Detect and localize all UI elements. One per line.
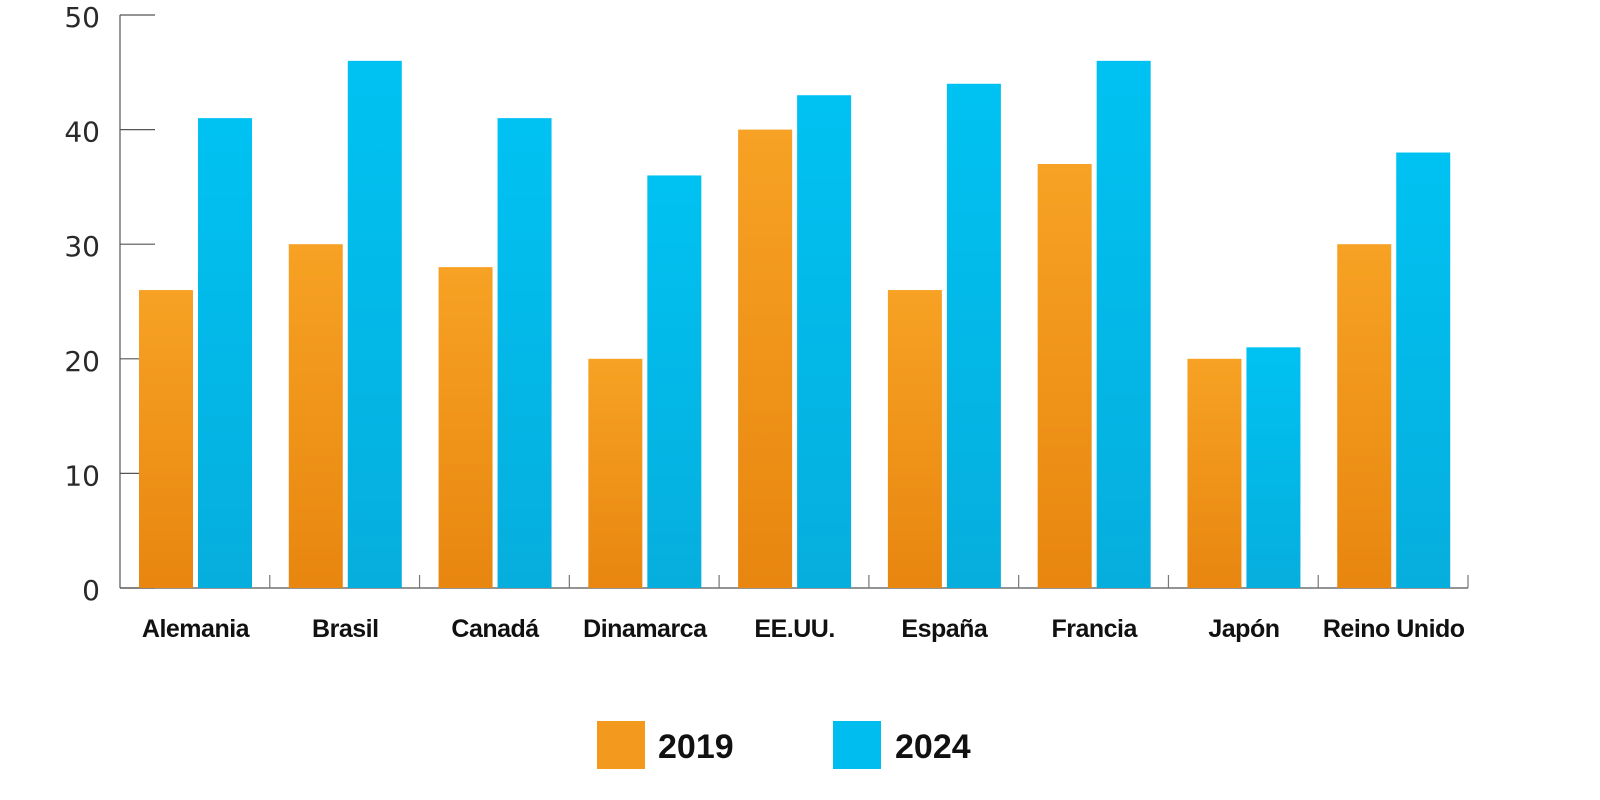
x-tick-label: EE.UU. — [754, 615, 834, 643]
x-tick-label: Canadá — [451, 615, 539, 643]
bar-2024 — [946, 83, 1001, 588]
legend-swatch-2019 — [597, 721, 645, 769]
x-tick-label: Alemania — [142, 615, 251, 643]
bar-2024 — [797, 95, 852, 588]
bar-2024 — [647, 175, 702, 588]
x-tick-label: Japón — [1208, 615, 1279, 643]
x-tick-label: Francia — [1051, 615, 1138, 643]
bar-2019 — [139, 290, 193, 588]
y-tick-label: 40 — [64, 116, 100, 149]
bar-2019 — [738, 129, 793, 588]
legend-label: 2024 — [895, 728, 971, 766]
legend: 2019 2024 — [597, 721, 971, 769]
bar-2019 — [288, 244, 343, 588]
y-tick-label: 30 — [64, 230, 100, 263]
bar-2024 — [1396, 152, 1451, 588]
bar-2019 — [887, 290, 942, 588]
x-axis: Alemania Brasil Canadá Dinamarca EE.UU. Españ… — [120, 575, 1469, 643]
x-tick-label: España — [901, 615, 989, 643]
bar-2019 — [1037, 163, 1092, 589]
bar-2024 — [497, 118, 552, 588]
y-tick-label: 0 — [82, 574, 100, 607]
y-axis: 0 10 20 30 40 50 — [64, 1, 155, 607]
y-tick-label: 20 — [64, 345, 100, 378]
legend-swatch-2024 — [833, 721, 881, 769]
y-tick-label: 10 — [64, 459, 100, 492]
y-tick-label: 50 — [64, 1, 100, 34]
bar-2024 — [198, 118, 252, 588]
bars — [139, 60, 1451, 589]
bar-2024 — [347, 60, 402, 588]
x-tick-label: Brasil — [312, 615, 378, 643]
bar-2019 — [588, 358, 643, 588]
bar-2019 — [438, 267, 493, 588]
bar-2024 — [1096, 60, 1151, 588]
bar-2019 — [1187, 358, 1242, 588]
legend-label: 2019 — [658, 728, 734, 766]
bar-2019 — [1337, 244, 1392, 588]
x-tick-label: Dinamarca — [583, 615, 708, 643]
bar-2024 — [1246, 347, 1301, 588]
x-tick-label: Reino Unido — [1323, 615, 1465, 643]
